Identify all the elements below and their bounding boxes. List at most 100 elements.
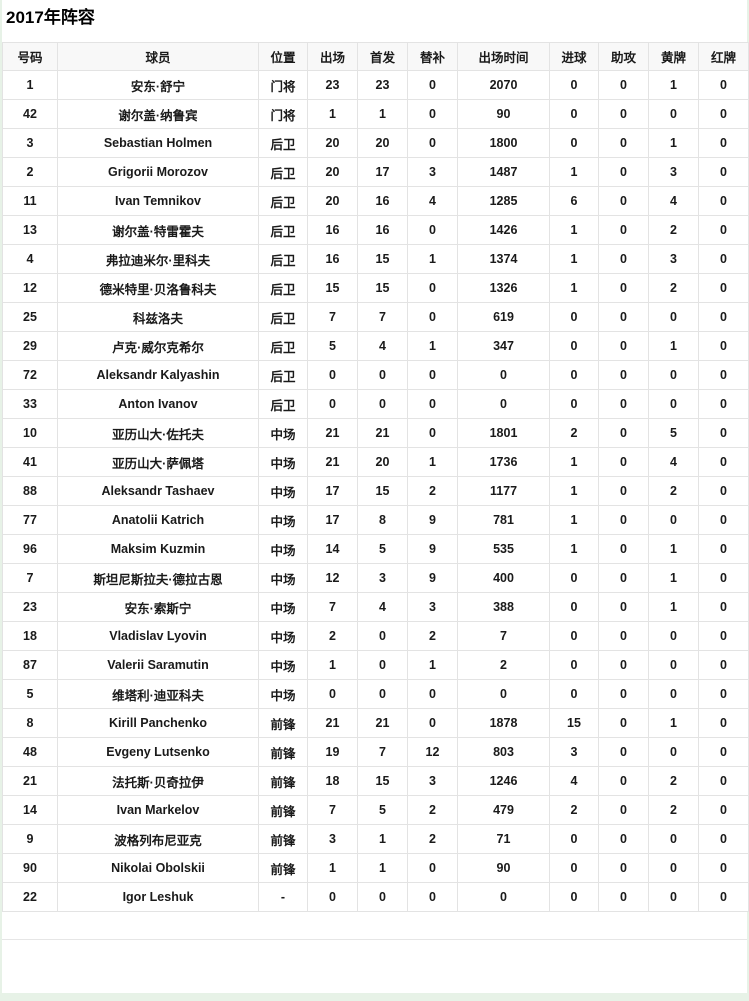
cell-yellow: 5 xyxy=(648,418,699,448)
cell-number: 12 xyxy=(2,273,58,303)
cell-number: 72 xyxy=(2,360,58,390)
cell-minutes: 71 xyxy=(457,824,550,854)
cell-minutes: 1177 xyxy=(457,476,550,506)
cell-player: Sebastian Holmen xyxy=(57,128,259,158)
table-row: 11 Ivan Temnikov 后卫 20 16 4 1285 6 0 4 0 xyxy=(2,186,749,216)
cell-yellow: 2 xyxy=(648,215,699,245)
cell-red: 0 xyxy=(698,650,749,680)
cell-goals: 0 xyxy=(549,128,599,158)
cell-subs: 0 xyxy=(407,99,458,129)
cell-minutes: 0 xyxy=(457,389,550,419)
cell-player: 谢尔盖·纳鲁宾 xyxy=(57,99,259,129)
cell-assists: 0 xyxy=(598,824,649,854)
cell-yellow: 2 xyxy=(648,273,699,303)
cell-starts: 5 xyxy=(357,534,408,564)
cell-starts: 16 xyxy=(357,186,408,216)
cell-position: - xyxy=(258,882,308,912)
cell-appearances: 2 xyxy=(307,621,358,651)
cell-yellow: 0 xyxy=(648,824,699,854)
cell-yellow: 0 xyxy=(648,389,699,419)
cell-yellow: 0 xyxy=(648,99,699,129)
cell-position: 前锋 xyxy=(258,737,308,767)
cell-starts: 5 xyxy=(357,795,408,825)
cell-minutes: 1285 xyxy=(457,186,550,216)
cell-subs: 12 xyxy=(407,737,458,767)
cell-red: 0 xyxy=(698,418,749,448)
cell-position: 后卫 xyxy=(258,215,308,245)
cell-starts: 4 xyxy=(357,331,408,361)
cell-position: 中场 xyxy=(258,476,308,506)
cell-red: 0 xyxy=(698,389,749,419)
cell-starts: 0 xyxy=(357,360,408,390)
cell-player: Anton Ivanov xyxy=(57,389,259,419)
cell-goals: 2 xyxy=(549,418,599,448)
cell-player: Evgeny Lutsenko xyxy=(57,737,259,767)
cell-number: 29 xyxy=(2,331,58,361)
table-row: 33 Anton Ivanov 后卫 0 0 0 0 0 0 0 0 xyxy=(2,389,749,419)
cell-minutes: 1374 xyxy=(457,244,550,274)
cell-position: 中场 xyxy=(258,679,308,709)
cell-player: Ivan Temnikov xyxy=(57,186,259,216)
table-row: 5 维塔利·迪亚科夫 中场 0 0 0 0 0 0 0 0 xyxy=(2,679,749,709)
cell-player: Maksim Kuzmin xyxy=(57,534,259,564)
cell-position: 后卫 xyxy=(258,128,308,158)
cell-starts: 0 xyxy=(357,621,408,651)
cell-yellow: 0 xyxy=(648,505,699,535)
cell-position: 中场 xyxy=(258,592,308,622)
cell-red: 0 xyxy=(698,244,749,274)
cell-goals: 1 xyxy=(549,215,599,245)
cell-number: 18 xyxy=(2,621,58,651)
cell-red: 0 xyxy=(698,563,749,593)
cell-assists: 0 xyxy=(598,418,649,448)
cell-minutes: 619 xyxy=(457,302,550,332)
cell-number: 1 xyxy=(2,70,58,100)
cell-starts: 7 xyxy=(357,737,408,767)
cell-appearances: 3 xyxy=(307,824,358,854)
cell-starts: 20 xyxy=(357,447,408,477)
cell-player: 亚历山大·佐托夫 xyxy=(57,418,259,448)
cell-minutes: 7 xyxy=(457,621,550,651)
col-header-goals: 进球 xyxy=(549,42,599,71)
cell-subs: 3 xyxy=(407,592,458,622)
cell-goals: 4 xyxy=(549,766,599,796)
cell-red: 0 xyxy=(698,360,749,390)
cell-goals: 0 xyxy=(549,882,599,912)
cell-appearances: 7 xyxy=(307,592,358,622)
cell-appearances: 16 xyxy=(307,215,358,245)
page-title: 2017年阵容 xyxy=(6,8,95,27)
cell-appearances: 0 xyxy=(307,389,358,419)
cell-subs: 2 xyxy=(407,824,458,854)
cell-number: 8 xyxy=(2,708,58,738)
cell-minutes: 1801 xyxy=(457,418,550,448)
cell-starts: 21 xyxy=(357,708,408,738)
cell-player: 波格列布尼亚克 xyxy=(57,824,259,854)
cell-number: 9 xyxy=(2,824,58,854)
cell-player: Aleksandr Kalyashin xyxy=(57,360,259,390)
table-row: 96 Maksim Kuzmin 中场 14 5 9 535 1 0 1 0 xyxy=(2,534,749,564)
cell-red: 0 xyxy=(698,215,749,245)
cell-appearances: 1 xyxy=(307,853,358,883)
cell-starts: 1 xyxy=(357,99,408,129)
cell-appearances: 1 xyxy=(307,99,358,129)
cell-minutes: 90 xyxy=(457,853,550,883)
cell-red: 0 xyxy=(698,273,749,303)
cell-goals: 0 xyxy=(549,70,599,100)
cell-yellow: 2 xyxy=(648,476,699,506)
cell-goals: 0 xyxy=(549,679,599,709)
cell-red: 0 xyxy=(698,476,749,506)
cell-starts: 20 xyxy=(357,128,408,158)
cell-red: 0 xyxy=(698,882,749,912)
table-row: 4 弗拉迪米尔·里科夫 后卫 16 15 1 1374 1 0 3 0 xyxy=(2,244,749,274)
cell-player: 安东·舒宁 xyxy=(57,70,259,100)
cell-assists: 0 xyxy=(598,244,649,274)
cell-yellow: 0 xyxy=(648,360,699,390)
cell-yellow: 1 xyxy=(648,592,699,622)
cell-starts: 8 xyxy=(357,505,408,535)
table-row: 29 卢克·威尔克希尔 后卫 5 4 1 347 0 0 1 0 xyxy=(2,331,749,361)
table-row: 88 Aleksandr Tashaev 中场 17 15 2 1177 1 0 2 0 xyxy=(2,476,749,506)
cell-subs: 9 xyxy=(407,563,458,593)
cell-red: 0 xyxy=(698,737,749,767)
cell-number: 88 xyxy=(2,476,58,506)
cell-player: Aleksandr Tashaev xyxy=(57,476,259,506)
cell-assists: 0 xyxy=(598,360,649,390)
